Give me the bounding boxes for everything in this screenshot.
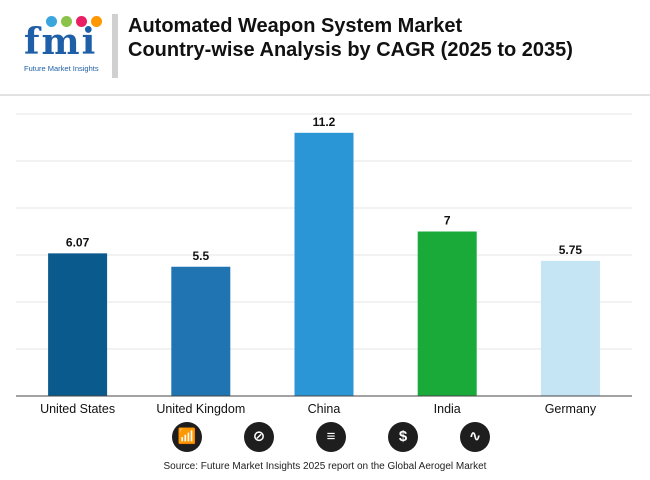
x-tick-label: Germany [545,402,597,416]
header: fmi Future Market Insights Automated Wea… [0,0,650,92]
data-label: 5.75 [559,243,583,257]
x-tick-label: United Kingdom [156,402,245,416]
logo-dot-pink [76,16,87,27]
data-label: 11.2 [313,115,336,129]
fmi-logo[interactable]: fmi Future Market Insights [24,14,108,80]
bar-germany [540,260,600,396]
logo-wordmark: fmi [24,21,98,63]
bar-united-kingdom [171,266,231,396]
logo-dot-orange [91,16,102,27]
magnifier-chart-icon: ⊘ [244,422,274,452]
data-label: 6.07 [66,235,90,249]
title-line-2: Country-wise Analysis by CAGR (2025 to 2… [128,39,573,61]
source-note: Source: Future Market Insights 2025 repo… [163,461,487,472]
footer-icon-row: 📶 ⊘ ≡ $ ∿ [0,422,650,458]
bar-chart: 6.07 United States 5.5 United Kingdom 11.2 Ch… [16,113,632,416]
header-divider [112,14,118,78]
dollar-icon: $ [388,422,418,452]
title-line-1: Automated Weapon System Market [128,15,463,37]
chart-title: Automated Weapon System Market Country-w… [128,14,628,62]
data-label: 5.5 [192,249,209,263]
header-rule [0,94,650,96]
logo-dot-blue [46,16,57,27]
x-tick-label: India [434,402,461,416]
bar-china [294,132,354,397]
report-icon: ≡ [316,422,346,452]
logo-subtitle: Future Market Insights [24,64,99,73]
bar-united-states [48,253,108,396]
data-label: 7 [444,214,451,228]
logo-dot-green [61,16,72,27]
x-tick-label: United States [40,402,115,416]
bar-chart-icon: 📶 [172,422,202,452]
logo-dots [46,14,106,28]
bar-india [417,231,477,396]
line-chart-icon: ∿ [460,422,490,452]
x-tick-label: China [308,402,341,416]
